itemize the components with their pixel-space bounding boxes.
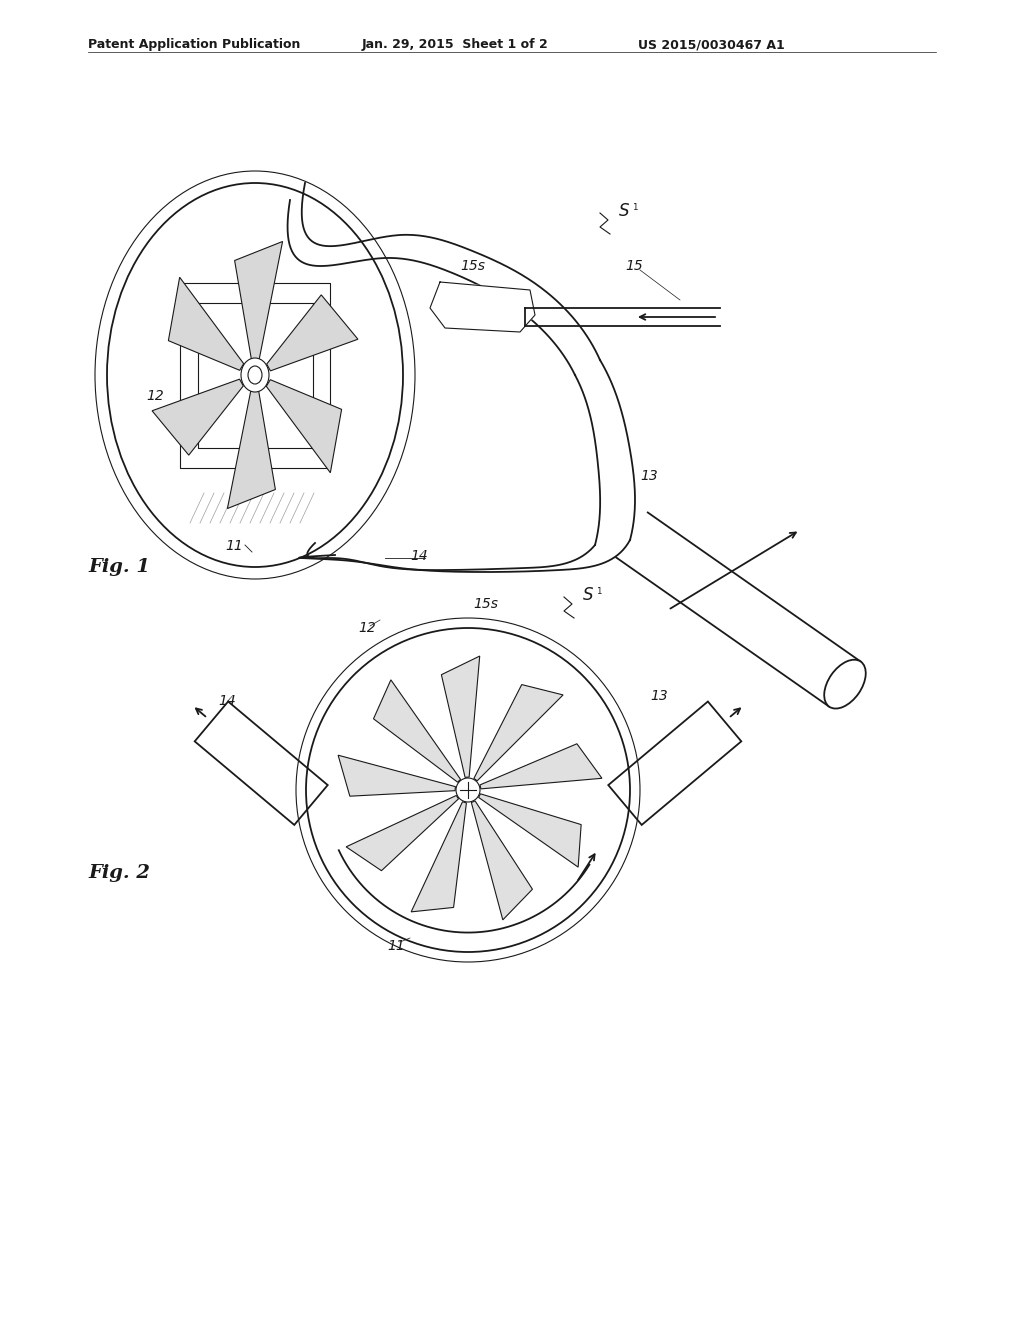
Polygon shape [474, 685, 563, 781]
Polygon shape [266, 294, 358, 371]
Ellipse shape [306, 628, 630, 952]
Polygon shape [234, 242, 283, 359]
Polygon shape [441, 656, 479, 777]
Text: 15s: 15s [460, 259, 485, 273]
Text: 14: 14 [218, 694, 236, 708]
Polygon shape [430, 282, 535, 333]
Polygon shape [374, 680, 461, 783]
Polygon shape [168, 277, 244, 371]
Text: Patent Application Publication: Patent Application Publication [88, 38, 300, 51]
Text: 12: 12 [358, 620, 376, 635]
Polygon shape [412, 801, 466, 912]
Polygon shape [480, 743, 602, 789]
Polygon shape [478, 793, 582, 867]
Text: 14: 14 [410, 549, 428, 564]
Polygon shape [346, 796, 459, 871]
Text: 11: 11 [387, 939, 404, 953]
Ellipse shape [248, 366, 262, 384]
Polygon shape [195, 701, 328, 825]
Text: $\mathit{S}$: $\mathit{S}$ [618, 202, 630, 220]
Text: 12: 12 [146, 389, 164, 403]
Polygon shape [338, 755, 456, 796]
Ellipse shape [456, 777, 480, 803]
Polygon shape [266, 380, 342, 473]
Text: 13: 13 [640, 469, 657, 483]
Text: US 2015/0030467 A1: US 2015/0030467 A1 [638, 38, 784, 51]
Text: 13: 13 [650, 689, 668, 704]
Text: $^1$: $^1$ [596, 587, 603, 601]
Text: Jan. 29, 2015  Sheet 1 of 2: Jan. 29, 2015 Sheet 1 of 2 [362, 38, 549, 51]
Ellipse shape [241, 358, 269, 392]
Text: $\mathit{S}$: $\mathit{S}$ [582, 586, 594, 605]
Polygon shape [153, 379, 244, 455]
Text: 11: 11 [225, 539, 243, 553]
Text: $^1$: $^1$ [632, 203, 639, 216]
Polygon shape [608, 701, 741, 825]
Text: 15: 15 [625, 259, 643, 273]
Ellipse shape [106, 183, 403, 568]
Ellipse shape [824, 660, 865, 709]
Polygon shape [227, 391, 275, 508]
Text: Fig. 1: Fig. 1 [88, 558, 150, 576]
Text: Fig. 2: Fig. 2 [88, 865, 150, 882]
Text: 15s: 15s [473, 597, 498, 611]
Polygon shape [471, 801, 532, 920]
